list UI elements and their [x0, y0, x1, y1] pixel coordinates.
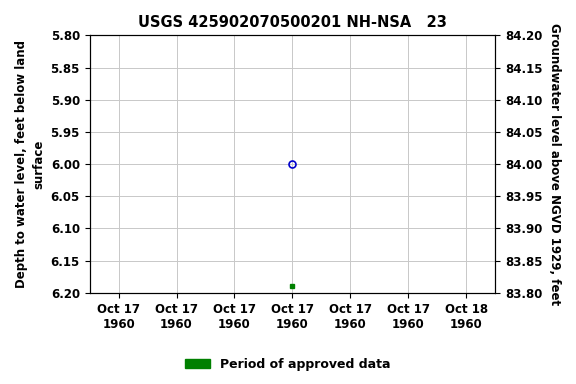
Y-axis label: Groundwater level above NGVD 1929, feet: Groundwater level above NGVD 1929, feet — [548, 23, 561, 305]
Legend: Period of approved data: Period of approved data — [180, 353, 396, 376]
Y-axis label: Depth to water level, feet below land
surface: Depth to water level, feet below land su… — [15, 40, 45, 288]
Title: USGS 425902070500201 NH-NSA   23: USGS 425902070500201 NH-NSA 23 — [138, 15, 447, 30]
